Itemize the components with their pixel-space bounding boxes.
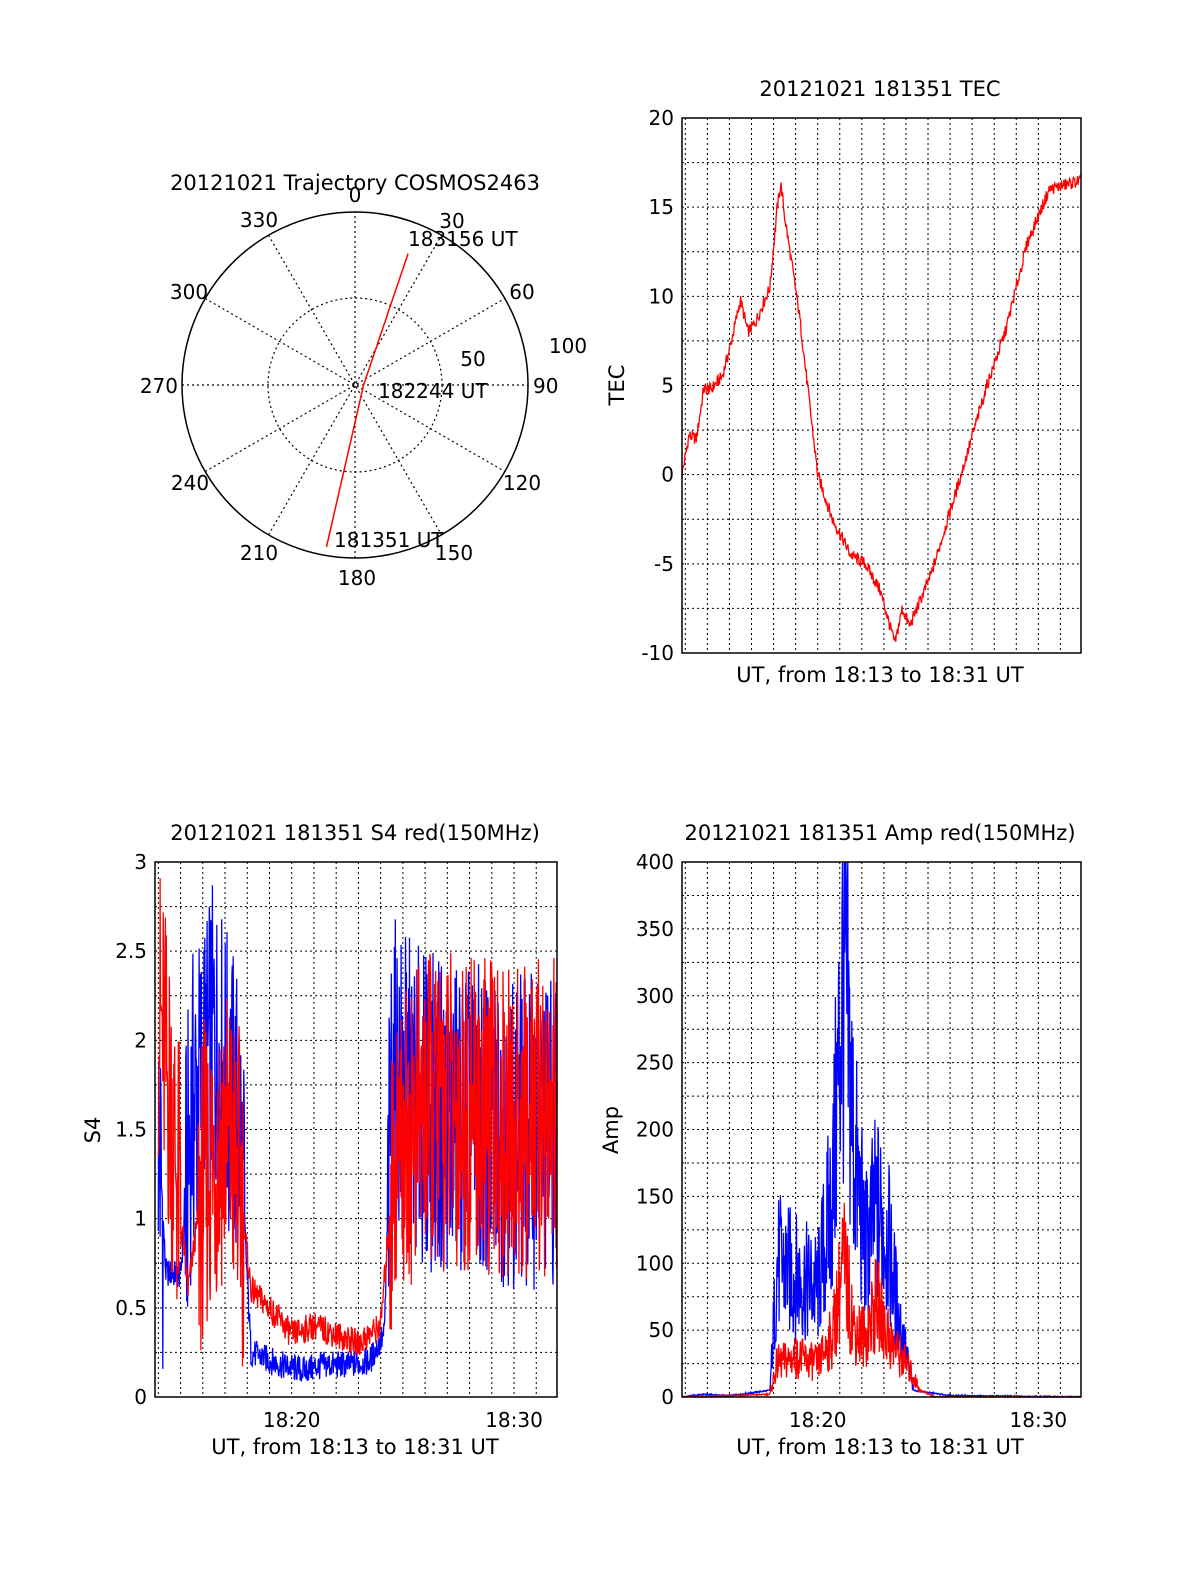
polar-azimuth-labels: 0 30 60 90 120 150 180 210 240 270 300 3… xyxy=(140,183,559,590)
x-tick-label: 18:20 xyxy=(263,1408,321,1432)
amp-ylabel: Amp xyxy=(599,1106,623,1154)
az-label-210: 210 xyxy=(240,541,278,565)
y-tick-label: 0 xyxy=(661,463,674,487)
y-tick-label: 200 xyxy=(636,1118,674,1142)
y-tick-label: 2.5 xyxy=(115,939,147,963)
y-tick-label: 150 xyxy=(636,1184,674,1208)
amp-x-ticks: 18:20 18:30 xyxy=(789,1408,1067,1432)
tec-y-ticks: -10 -5 0 5 10 15 20 xyxy=(641,106,674,665)
y-tick-label: 3 xyxy=(134,850,147,874)
tec-series-line xyxy=(681,174,1082,642)
radial-label-50: 50 xyxy=(460,347,485,371)
y-tick-label: 100 xyxy=(636,1251,674,1275)
s4-panel: 20121021 181351 S4 red(150MHz) 0 0.5 1 1.5 2… xyxy=(81,821,558,1459)
s4-plot-frame xyxy=(154,861,558,1398)
annotation-183156: 183156 UT xyxy=(408,227,518,251)
y-tick-label: 10 xyxy=(649,284,674,308)
trajectory-track xyxy=(325,253,409,548)
y-tick-label: 300 xyxy=(636,984,674,1008)
az-label-330: 330 xyxy=(240,208,278,232)
amp-y-ticks: 0 50 100 150 200 250 300 350 400 xyxy=(636,850,674,1409)
amp-title: 20121021 181351 Amp red(150MHz) xyxy=(684,821,1075,845)
az-label-300: 300 xyxy=(170,280,208,304)
s4-ylabel: S4 xyxy=(81,1117,105,1144)
x-tick-label: 18:30 xyxy=(1010,1408,1068,1432)
y-tick-label: 2 xyxy=(134,1028,147,1052)
annotation-182244: 182244 UT xyxy=(378,379,488,403)
tec-grid xyxy=(682,118,1081,653)
tec-xlabel: UT, from 18:13 to 18:31 UT xyxy=(736,663,1024,687)
y-tick-label: 0 xyxy=(134,1385,147,1409)
amp-xlabel: UT, from 18:13 to 18:31 UT xyxy=(736,1435,1024,1459)
annotation-181351: 181351 UT xyxy=(334,528,444,552)
s4-title: 20121021 181351 S4 red(150MHz) xyxy=(170,821,540,845)
az-label-240: 240 xyxy=(171,471,209,495)
y-tick-label: 5 xyxy=(661,374,674,398)
y-tick-label: 50 xyxy=(649,1318,674,1342)
az-label-0: 0 xyxy=(349,183,362,207)
tec-plot-frame xyxy=(681,117,1082,654)
az-label-60: 60 xyxy=(509,280,534,304)
s4-y-ticks: 0 0.5 1 1.5 2 2.5 3 xyxy=(115,850,147,1409)
y-tick-label: -10 xyxy=(641,641,674,665)
y-tick-label: 350 xyxy=(636,917,674,941)
az-label-150: 150 xyxy=(435,541,473,565)
trajectory-title: 20121021 Trajectory COSMOS2463 xyxy=(170,171,540,195)
x-tick-label: 18:20 xyxy=(789,1408,847,1432)
y-tick-label: 15 xyxy=(649,195,674,219)
trajectory-panel: 20121021 Trajectory COSMOS2463 0 30 60 9… xyxy=(140,171,587,590)
y-tick-label: 0 xyxy=(661,1385,674,1409)
y-tick-label: 1 xyxy=(134,1207,147,1231)
tec-title: 20121021 181351 TEC xyxy=(759,77,1000,101)
az-label-30: 30 xyxy=(439,209,464,233)
amp-plot-frame xyxy=(681,861,1082,1398)
y-tick-label: 250 xyxy=(636,1051,674,1075)
s4-xlabel: UT, from 18:13 to 18:31 UT xyxy=(211,1435,499,1459)
y-tick-label: -5 xyxy=(654,552,674,576)
s4-x-ticks: 18:20 18:30 xyxy=(263,1408,543,1432)
az-label-90: 90 xyxy=(533,374,558,398)
y-tick-label: 400 xyxy=(636,850,674,874)
radial-label-100: 100 xyxy=(549,334,587,358)
s4-red-series-line xyxy=(157,878,558,1367)
az-label-120: 120 xyxy=(503,471,541,495)
amp-panel: 20121021 181351 Amp red(150MHz) 0 50 100 15… xyxy=(599,821,1082,1459)
x-tick-label: 18:30 xyxy=(485,1408,543,1432)
y-tick-label: 0.5 xyxy=(115,1296,147,1320)
y-tick-label: 1.5 xyxy=(115,1118,147,1142)
y-tick-label: 20 xyxy=(649,106,674,130)
az-label-270: 270 xyxy=(140,374,178,398)
tec-ylabel: TEC xyxy=(605,365,629,407)
tec-panel: 20121021 181351 TEC -10 -5 0 5 10 15 20 TEC UT… xyxy=(605,77,1082,687)
az-label-180: 180 xyxy=(338,566,376,590)
